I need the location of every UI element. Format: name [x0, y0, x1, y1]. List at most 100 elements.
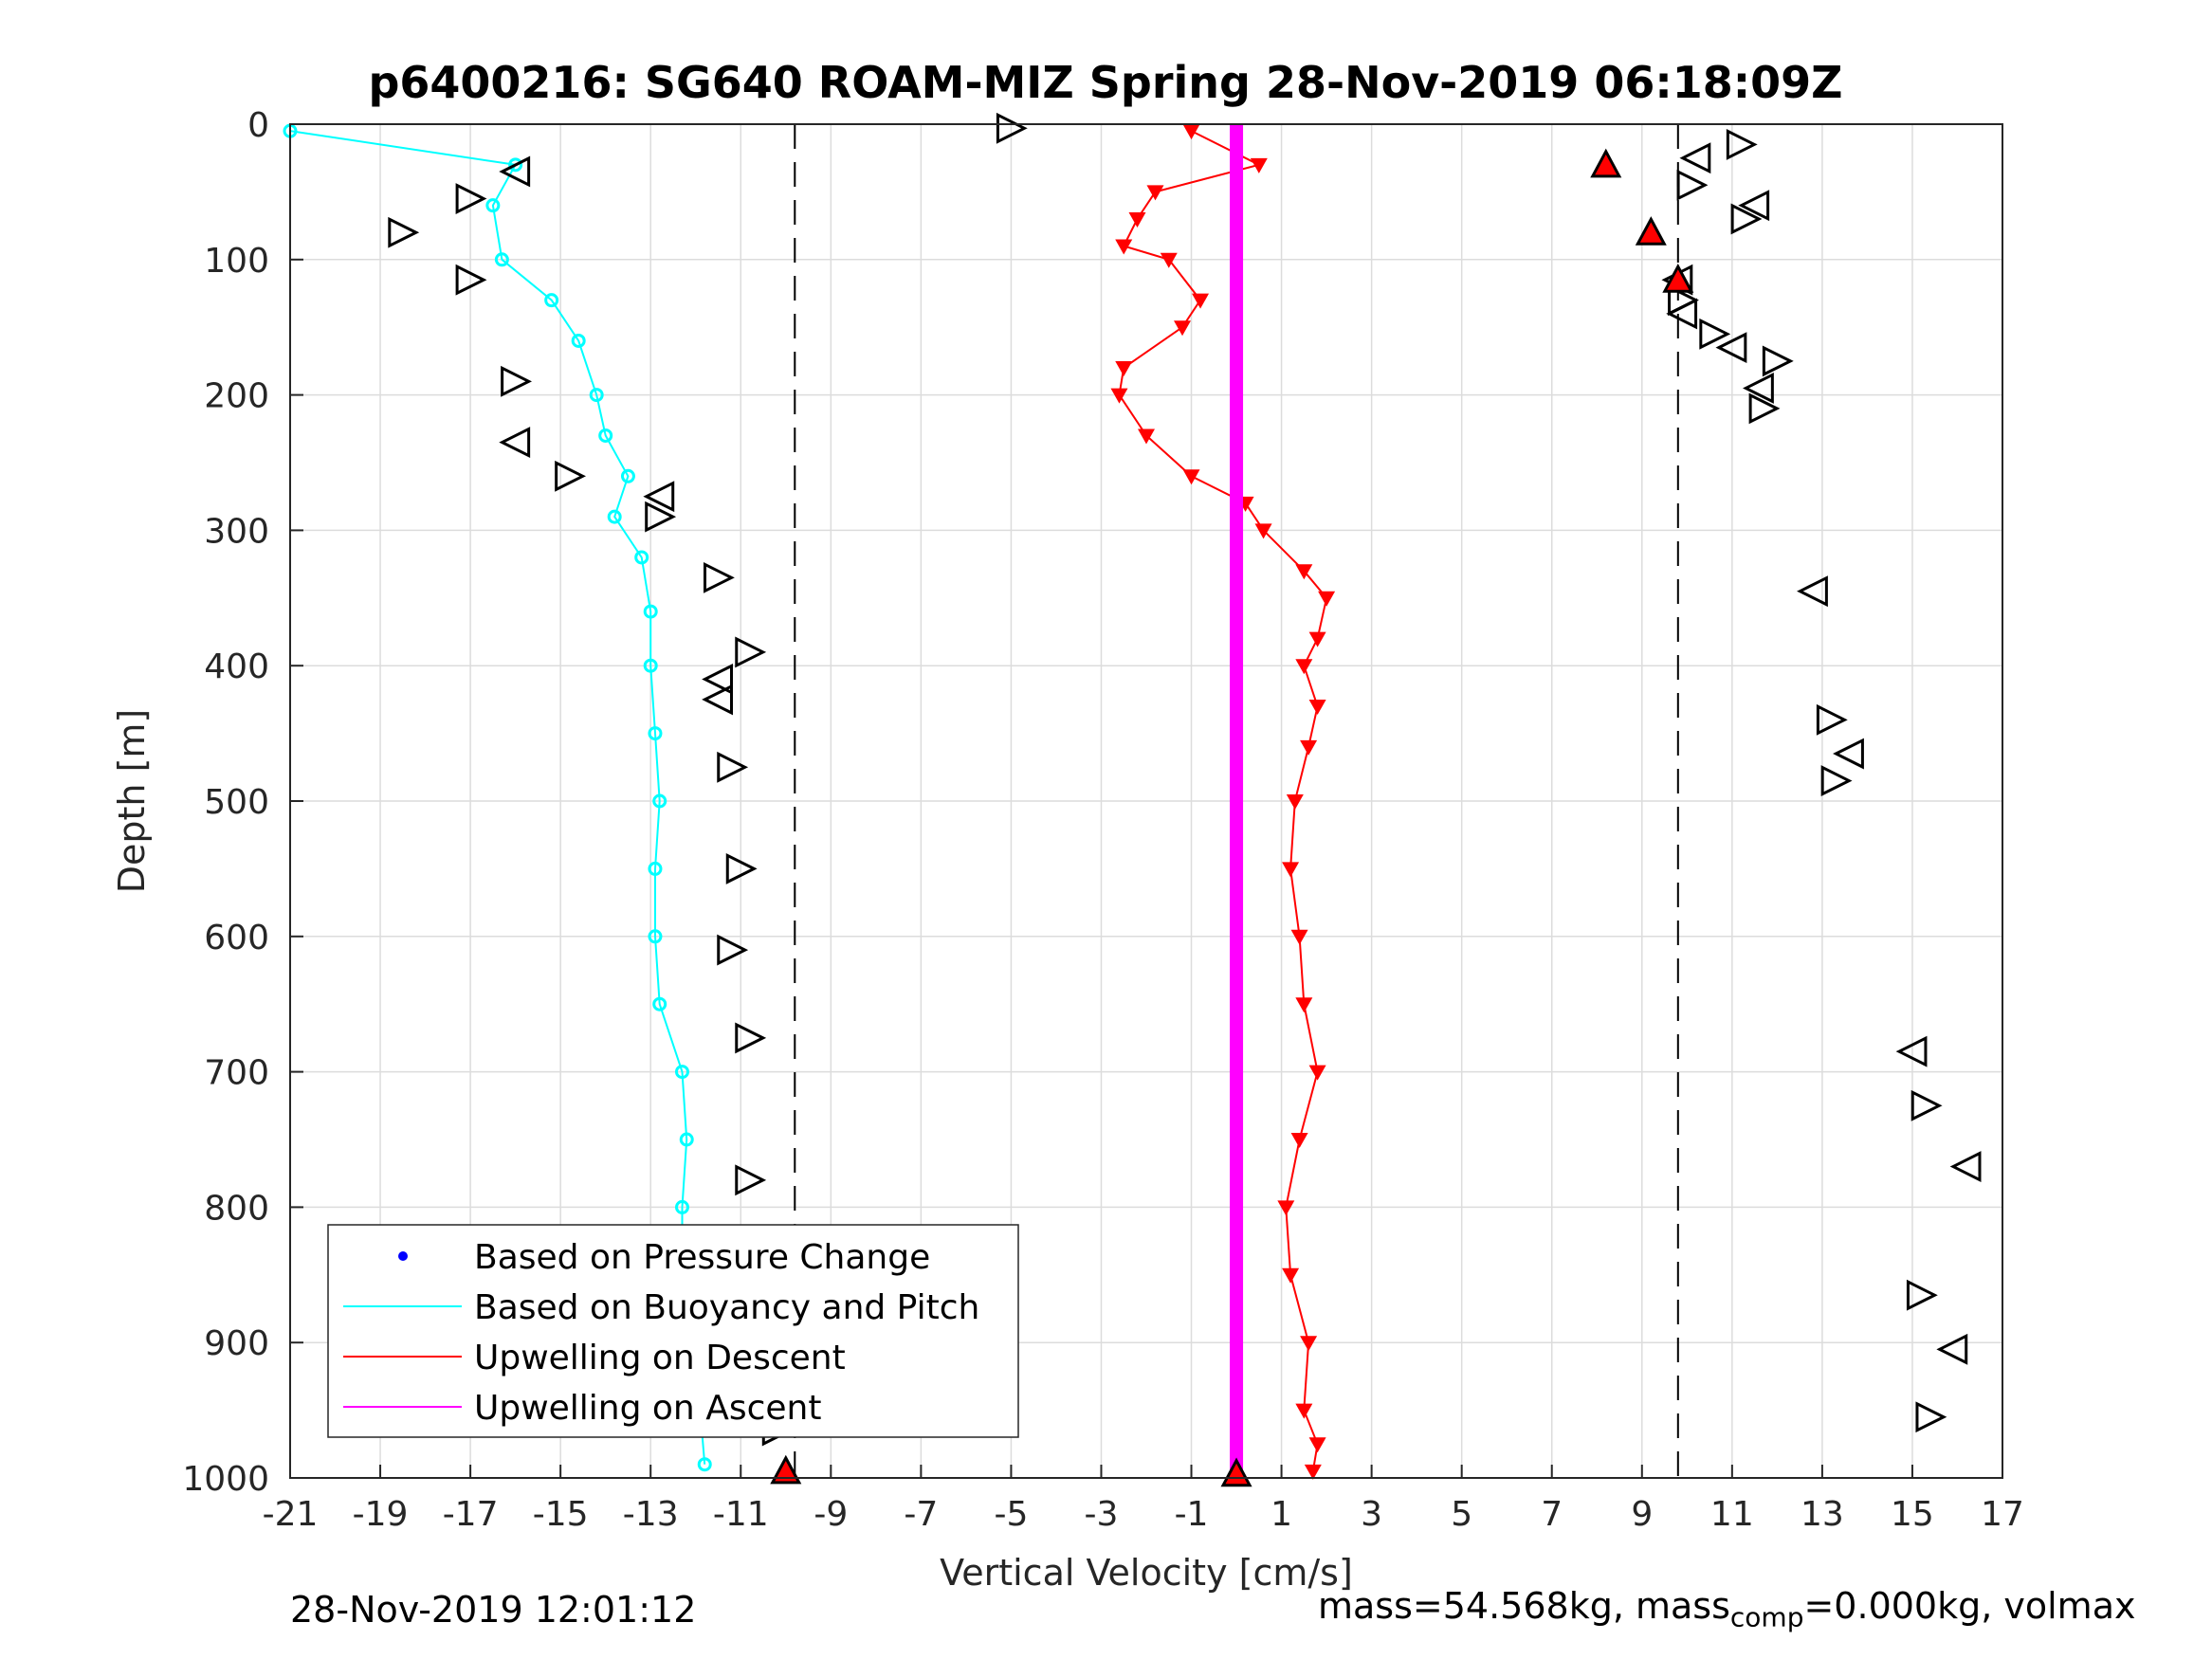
x-tick-label: -9 — [814, 1495, 848, 1534]
series-line — [1118, 130, 1328, 1472]
turn-marker-ascent — [1936, 1333, 1968, 1365]
x-tick-label: 1 — [1271, 1495, 1292, 1534]
data-point — [1300, 739, 1318, 756]
turn-marker-left — [499, 427, 531, 459]
data-point — [1282, 1267, 1300, 1284]
data-point — [1160, 252, 1178, 268]
data-point — [1115, 239, 1133, 255]
data-point — [620, 468, 635, 483]
turn-marker-left — [702, 664, 733, 695]
turn-marker-left — [499, 155, 531, 188]
turn-marker-right — [645, 501, 677, 533]
turn-marker-right — [735, 1164, 767, 1196]
data-point — [648, 726, 663, 741]
turn-marker-right — [725, 852, 758, 884]
y-tick-label: 200 — [204, 377, 269, 416]
turn-marker-ascent — [1895, 1035, 1928, 1067]
turn-marker-right — [717, 751, 749, 783]
x-tick-label: 11 — [1710, 1495, 1754, 1534]
data-point — [1286, 794, 1304, 810]
turn-marker-ascent — [1906, 1279, 1938, 1311]
data-point — [1308, 1065, 1326, 1081]
data-point — [648, 861, 663, 876]
data-point — [1295, 997, 1313, 1013]
apogee-marker — [1662, 264, 1694, 293]
data-point — [1138, 428, 1155, 445]
turn-marker-right — [735, 1022, 767, 1054]
turn-marker-ascent — [1762, 345, 1794, 377]
data-series — [283, 123, 1336, 1480]
x-tick-label: 7 — [1541, 1495, 1563, 1534]
legend-entry-label: Upwelling on Ascent — [474, 1389, 821, 1428]
apogee-marker — [770, 1454, 802, 1485]
data-point — [1304, 1464, 1322, 1480]
data-point — [1318, 591, 1336, 607]
data-point — [1182, 469, 1200, 485]
data-point — [652, 793, 667, 809]
data-point — [697, 1457, 712, 1472]
turn-marker-ascent — [1676, 169, 1709, 201]
data-point — [1282, 862, 1300, 878]
turn-marker-ascent — [1738, 190, 1770, 222]
data-point — [1277, 1200, 1295, 1216]
footer-timestamp: 28-Nov-2019 12:01:12 — [290, 1589, 697, 1631]
data-point — [679, 1132, 694, 1147]
data-point — [1290, 1133, 1308, 1148]
x-tick-labels: -21 -19 -17 -15 -13 -11 -9 -7 -5 -3 -1 1 3 5 7 9 11 13 15 1… — [263, 1495, 2024, 1534]
footer-mass-info: mass=54.568kg, masscomp=0.000kg, volmax — [1318, 1585, 2212, 1633]
data-point — [1300, 1336, 1318, 1352]
data-point — [571, 333, 586, 348]
x-tick-label: -11 — [713, 1495, 769, 1534]
turn-marker-left — [643, 481, 675, 513]
y-tick-label: 100 — [204, 242, 269, 281]
x-tick-label: -17 — [443, 1495, 499, 1534]
y-tick-label: 1000 — [182, 1460, 269, 1499]
turn-marker-right — [735, 636, 767, 668]
turn-marker-ascent — [1797, 575, 1828, 608]
legend-box — [327, 1224, 1019, 1438]
turn-marker-right — [501, 365, 532, 397]
apogee-marker — [1220, 1457, 1252, 1487]
data-point — [1192, 293, 1210, 309]
data-point — [1295, 659, 1313, 675]
data-point — [1308, 631, 1326, 647]
turn-marker-ascent — [1679, 142, 1711, 174]
legend-entry-label: Upwelling on Descent — [474, 1339, 846, 1377]
turn-marker-left — [702, 684, 733, 716]
x-tick-label: 3 — [1361, 1495, 1382, 1534]
turn-marker-ascent — [1949, 1151, 1982, 1182]
data-point — [544, 293, 559, 308]
legend-entry-label: Based on Buoyancy and Pitch — [474, 1288, 979, 1327]
y-tick-label: 700 — [204, 1054, 269, 1093]
x-tick-label: -19 — [353, 1495, 409, 1534]
y-tick-label: 400 — [204, 647, 269, 686]
data-point — [1174, 320, 1192, 337]
data-point — [648, 929, 663, 944]
turn-marker-ascent — [1816, 703, 1848, 736]
x-tick-label: -5 — [994, 1495, 1028, 1534]
data-point — [1146, 185, 1164, 201]
turn-marker-ascent — [1833, 738, 1864, 770]
y-tick-label: 600 — [204, 919, 269, 957]
data-point — [1250, 157, 1268, 173]
data-markers — [388, 112, 1982, 1487]
turn-marker-ascent — [1910, 1089, 1943, 1121]
turn-marker-ascent — [1715, 332, 1747, 364]
data-point — [1182, 124, 1200, 140]
data-point — [1115, 361, 1133, 377]
apogee-marker — [1590, 148, 1622, 178]
data-point — [643, 604, 658, 619]
y-tick-label: 300 — [204, 512, 269, 551]
x-tick-label: -7 — [904, 1495, 938, 1534]
turn-marker-ascent — [1699, 318, 1731, 350]
mass-text-rest: =0.000kg, volmax — [1803, 1585, 2136, 1627]
data-point — [643, 658, 658, 673]
turn-marker-right — [704, 561, 735, 593]
y-tick-label: 0 — [247, 106, 269, 145]
data-point — [607, 509, 622, 524]
data-point — [589, 388, 604, 403]
data-point — [1290, 929, 1308, 945]
data-point — [1295, 564, 1313, 580]
apogee-marker — [1635, 216, 1667, 246]
